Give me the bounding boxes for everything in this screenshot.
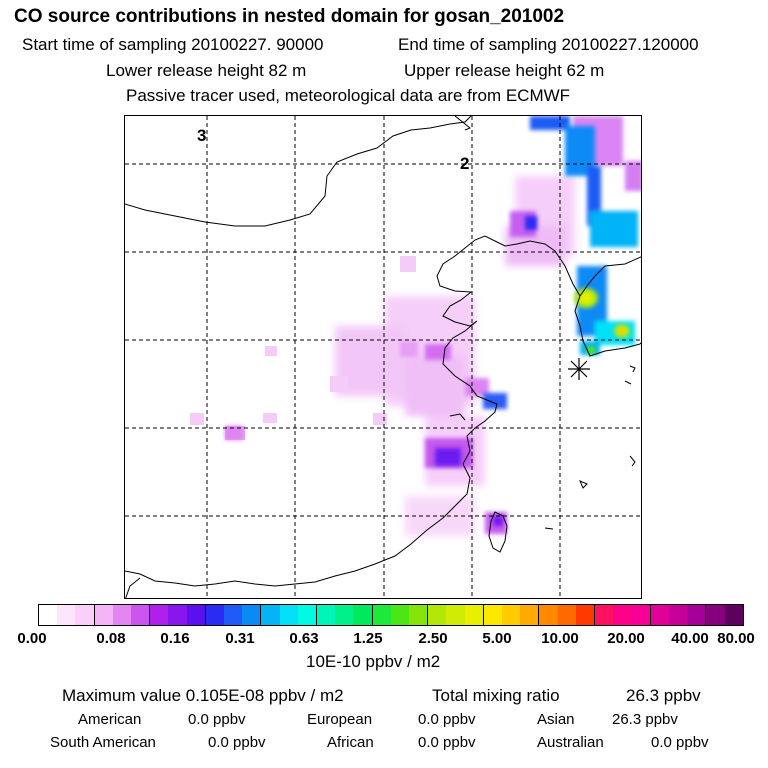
color-scale-segment bbox=[94, 605, 113, 625]
region-value-american: 0.0 ppbv bbox=[188, 711, 246, 728]
tick-label: 10.00 bbox=[541, 630, 579, 647]
chart-title: CO source contributions in nested domain… bbox=[14, 6, 565, 27]
map-canvas bbox=[125, 116, 641, 598]
color-scale-segment bbox=[279, 605, 298, 625]
color-scale-segment bbox=[317, 605, 336, 625]
tick-label: 0.31 bbox=[225, 630, 255, 647]
receptor-asterisk-icon bbox=[568, 358, 590, 380]
grid-label-3: 3 bbox=[197, 126, 207, 145]
color-scale-segment bbox=[520, 605, 540, 625]
region-name-asian: Asian bbox=[537, 711, 575, 728]
color-scale-segment bbox=[353, 605, 373, 625]
color-scale-segment bbox=[297, 605, 318, 625]
color-scale-segment bbox=[390, 605, 410, 625]
plume-peak bbox=[574, 288, 630, 354]
tick-label: 0.63 bbox=[289, 630, 319, 647]
release-heights: Lower release height 82 m Upper release … bbox=[106, 61, 604, 81]
tick-label: 0.16 bbox=[160, 630, 190, 647]
grid-label-2: 2 bbox=[460, 154, 470, 173]
lower-release-height: Lower release height 82 m bbox=[106, 61, 307, 80]
color-scale-segment bbox=[39, 605, 58, 625]
color-scale-segment bbox=[631, 605, 651, 625]
color-scale-segment bbox=[446, 605, 465, 625]
color-scale-segment bbox=[168, 605, 187, 625]
total-mixing-label: Total mixing ratio bbox=[432, 686, 560, 705]
color-scale-ticks: 0.00 0.08 0.16 0.31 0.63 1.25 2.50 5.00 … bbox=[0, 630, 768, 650]
tick-label: 20.00 bbox=[607, 630, 645, 647]
color-scale-segment bbox=[502, 605, 521, 625]
color-scale-segment bbox=[613, 605, 632, 625]
concentration-map: 3 2 bbox=[124, 115, 642, 599]
region-value-european: 0.0 ppbv bbox=[418, 711, 476, 728]
color-scale-segment bbox=[557, 605, 576, 625]
color-scale-segment bbox=[112, 605, 132, 625]
region-name-african: African bbox=[327, 734, 374, 751]
color-scale-segment bbox=[539, 605, 558, 625]
region-value-asian: 26.3 ppbv bbox=[612, 711, 678, 728]
tick-label: 40.00 bbox=[671, 630, 709, 647]
color-scale-segment bbox=[205, 605, 225, 625]
color-scale-segment bbox=[668, 605, 688, 625]
color-scale-segment bbox=[464, 605, 484, 625]
color-scale-segment bbox=[650, 605, 669, 625]
color-scale-segment bbox=[242, 605, 262, 625]
color-scale-segment bbox=[186, 605, 206, 625]
tracer-note: Passive tracer used, meteorological data… bbox=[126, 86, 571, 105]
total-mixing-value: 26.3 ppbv bbox=[626, 686, 701, 705]
color-scale-segment bbox=[724, 605, 743, 625]
region-name-south-american: South American bbox=[50, 734, 156, 751]
color-scale-segment bbox=[150, 605, 169, 625]
sampling-times: Start time of sampling 20100227. 90000 E… bbox=[22, 35, 699, 55]
region-name-european: European bbox=[307, 711, 373, 728]
color-scale-segment bbox=[706, 605, 725, 625]
upper-release-height: Upper release height 62 m bbox=[404, 61, 605, 80]
color-scale-segment bbox=[261, 605, 280, 625]
tick-label: 80.00 bbox=[717, 630, 755, 647]
plume-light bbox=[335, 176, 575, 536]
color-scale-segment bbox=[409, 605, 429, 625]
tick-label: 2.50 bbox=[418, 630, 448, 647]
coastlines bbox=[125, 116, 641, 598]
color-scale-segment bbox=[687, 605, 707, 625]
region-name-australian: Australian bbox=[537, 734, 604, 751]
color-scale-segment bbox=[428, 605, 447, 625]
color-scale-unit: 10E-10 ppbv / m2 bbox=[306, 652, 441, 671]
region-value-south-american: 0.0 ppbv bbox=[208, 734, 266, 751]
region-value-african: 0.0 ppbv bbox=[418, 734, 476, 751]
start-time: Start time of sampling 20100227. 90000 bbox=[22, 35, 324, 54]
tick-label: 0.00 bbox=[17, 630, 47, 647]
tick-label: 5.00 bbox=[482, 630, 512, 647]
color-scale-segment bbox=[131, 605, 151, 625]
color-scale-segment bbox=[372, 605, 391, 625]
color-scale-segment bbox=[75, 605, 95, 625]
color-scale-segment bbox=[595, 605, 614, 625]
region-value-australian: 0.0 ppbv bbox=[651, 734, 709, 751]
color-scale-segment bbox=[575, 605, 596, 625]
maximum-value: Maximum value 0.105E-08 ppbv / m2 bbox=[62, 686, 344, 705]
color-scale-segment bbox=[483, 605, 503, 625]
summary-line: Maximum value 0.105E-08 ppbv / m2 bbox=[62, 686, 344, 706]
color-scale-segment bbox=[57, 605, 76, 625]
color-scale-segment bbox=[224, 605, 243, 625]
region-name-american: American bbox=[78, 711, 142, 728]
color-scale-bar bbox=[38, 604, 744, 626]
tick-label: 1.25 bbox=[353, 630, 383, 647]
graticule bbox=[125, 116, 641, 598]
end-time: End time of sampling 20100227.120000 bbox=[398, 35, 699, 54]
color-scale-segment bbox=[335, 605, 354, 625]
tick-label: 0.08 bbox=[96, 630, 126, 647]
